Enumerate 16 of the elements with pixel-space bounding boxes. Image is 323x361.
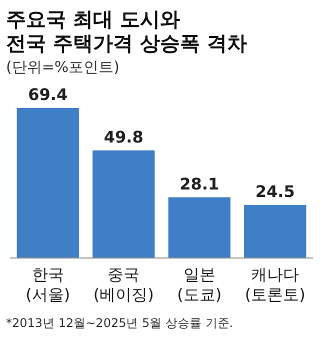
category: (토론토) — [244, 285, 306, 304]
data-label: 69.4 — [28, 85, 68, 104]
category: 한국 — [32, 265, 64, 284]
category: (도쿄) — [177, 285, 222, 304]
category: (서울) — [26, 285, 70, 304]
title: 전국 주택가격 상승폭 격차 — [6, 31, 247, 55]
data-label: 49.8 — [104, 127, 144, 146]
annotation: *2013년 12월~2025년 5월 상승률 기준. — [6, 316, 234, 330]
data-label: 24.5 — [255, 182, 295, 202]
data-label: 28.1 — [180, 174, 220, 194]
category: (베이징) — [93, 285, 154, 304]
subtitle: (단위=%포인트) — [6, 58, 120, 76]
category: 캐나다 — [251, 265, 300, 284]
category: 중국 — [108, 265, 140, 284]
category: 일본 — [183, 265, 216, 284]
title: 주요국 최대 도시와 — [6, 7, 180, 31]
